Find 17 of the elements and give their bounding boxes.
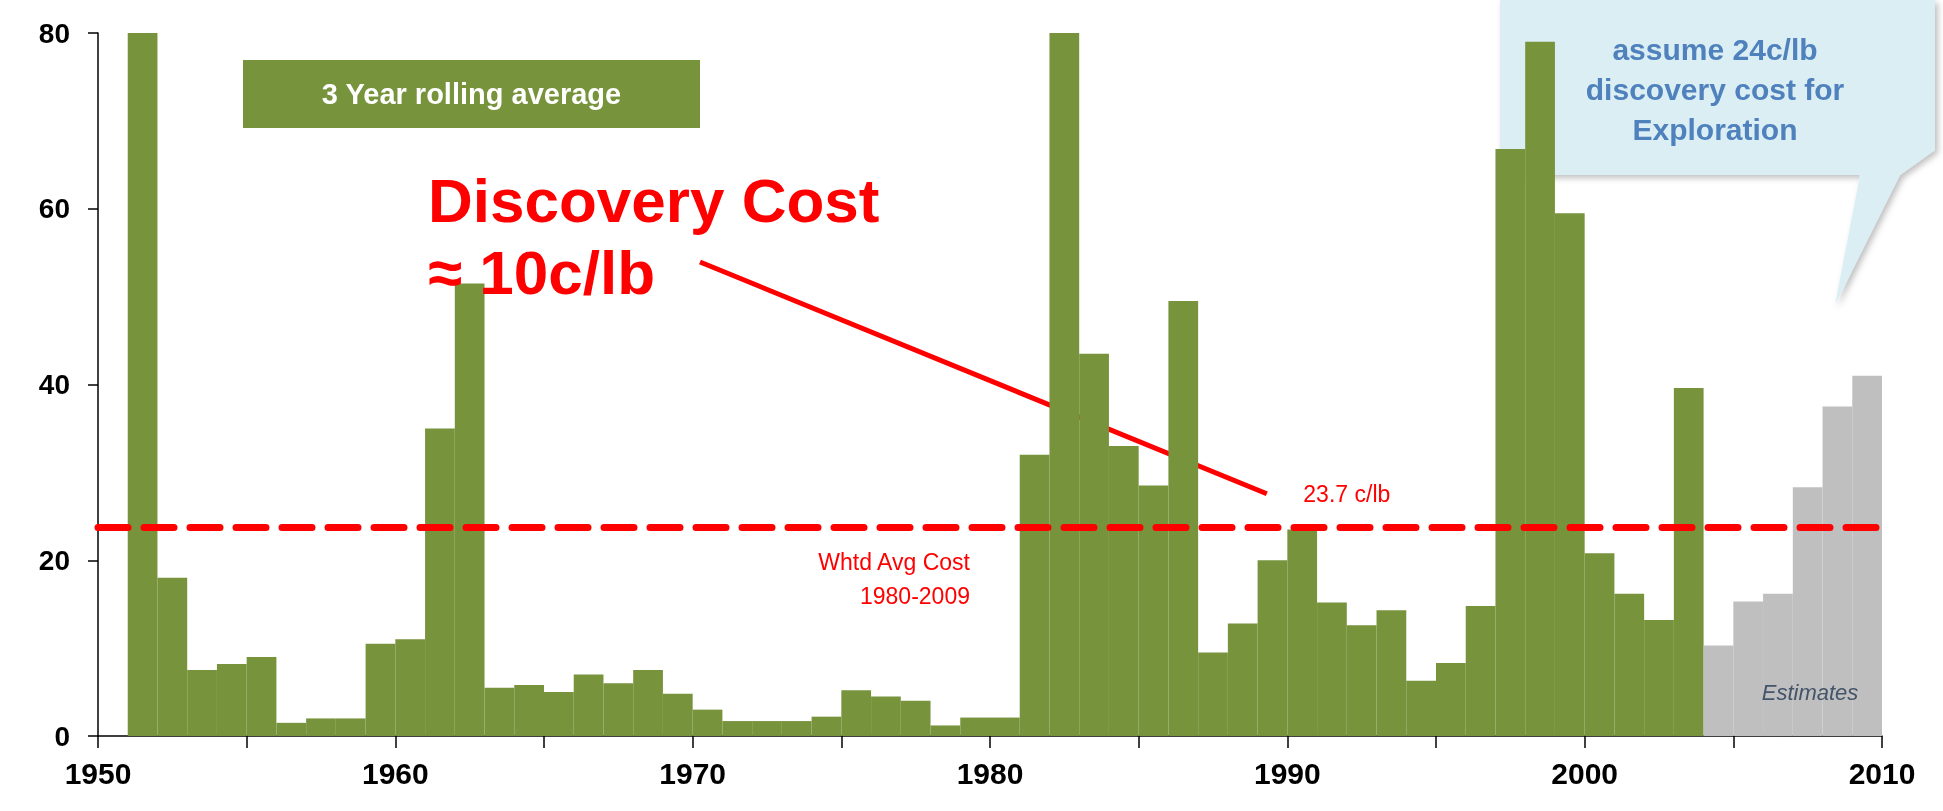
annotation: Estimates bbox=[1761, 680, 1859, 706]
x-tick-label: 2010 bbox=[1848, 756, 1916, 790]
x-tick-label: 1990 bbox=[1253, 756, 1321, 790]
x-tick-label: 1980 bbox=[956, 756, 1024, 790]
x-tick-label: 1960 bbox=[361, 756, 429, 790]
y-tick-label: 0 bbox=[54, 720, 70, 752]
annotation: Whtd Avg Cost 1980-2009 bbox=[818, 548, 970, 611]
x-tick-label: 2000 bbox=[1551, 756, 1619, 790]
y-tick-label: 60 bbox=[38, 193, 70, 225]
x-tick-label: 1950 bbox=[64, 756, 132, 790]
annotation: Discovery Cost ≈ 10c/lb bbox=[428, 165, 880, 309]
annotation: assume 24c/lb discovery cost for Exploration bbox=[1585, 32, 1845, 148]
x-tick-label: 1970 bbox=[659, 756, 727, 790]
ref-line-label: 23.7 c/lb bbox=[1303, 481, 1391, 508]
y-tick-label: 20 bbox=[38, 544, 70, 576]
y-tick-label: 40 bbox=[38, 369, 70, 400]
y-tick-label: 80 bbox=[38, 17, 70, 49]
